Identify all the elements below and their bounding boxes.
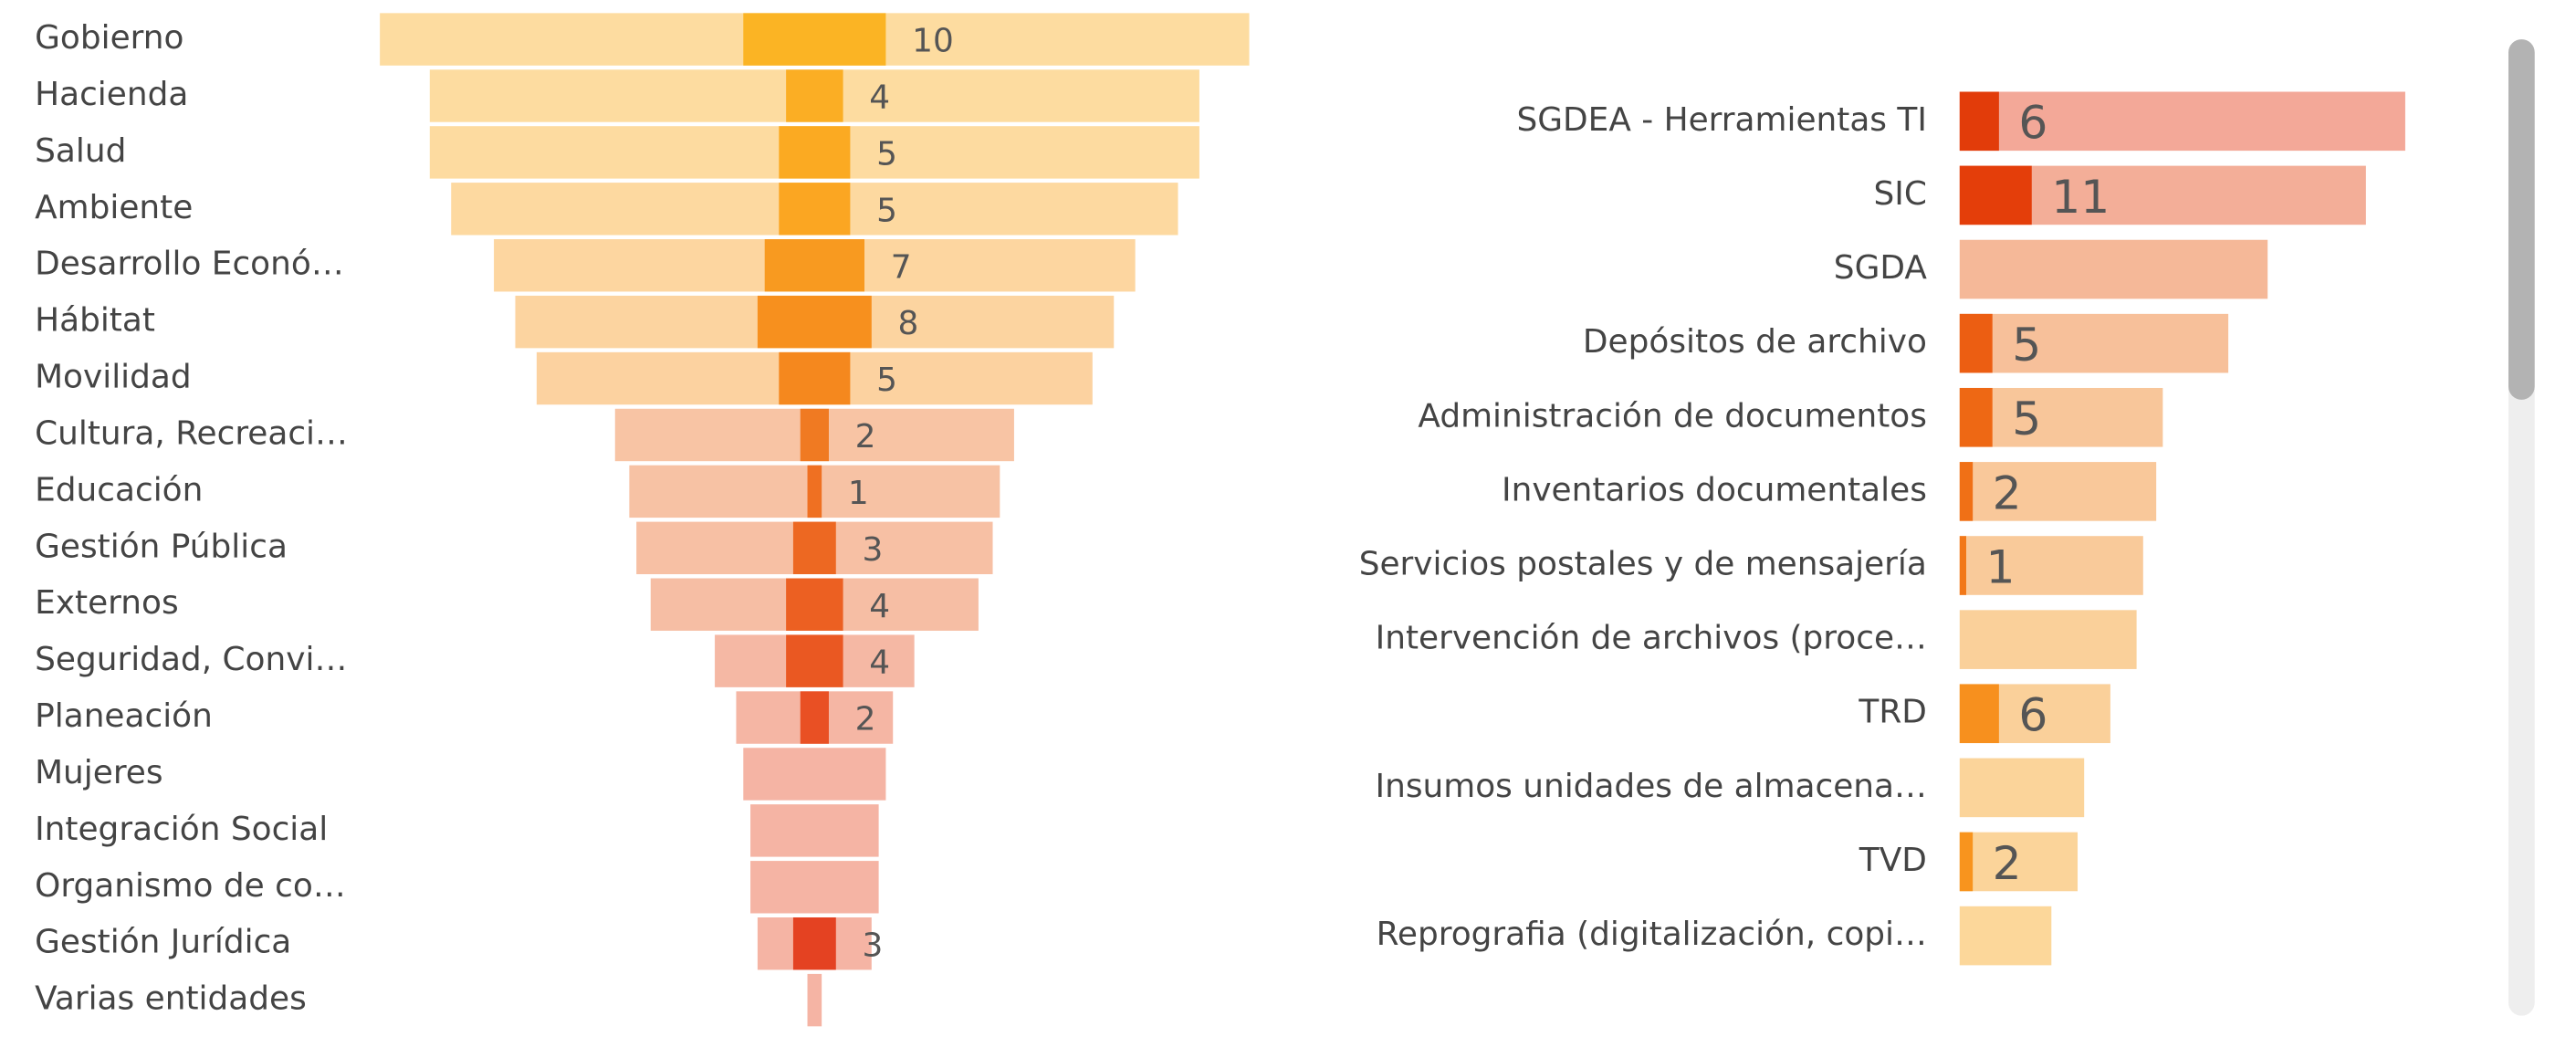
- category-label: Intervención de archivos (proce…: [1376, 620, 1927, 657]
- outer-bar: [1959, 313, 2229, 373]
- category-label: Hacienda: [35, 76, 188, 113]
- inner-bar: [786, 578, 843, 631]
- inner-bar: [1959, 832, 1974, 892]
- outer-bar: [1959, 91, 2405, 152]
- category-label: Planeación: [35, 697, 213, 735]
- inner-bar: [800, 408, 829, 462]
- scrollbar-thumb[interactable]: [2508, 39, 2535, 400]
- category-label: TRD: [1858, 694, 1926, 731]
- value-label: 4: [869, 644, 890, 682]
- value-label: 1: [1986, 539, 2016, 593]
- inner-bar: [786, 634, 843, 687]
- value-label: 5: [2012, 318, 2041, 372]
- value-label: 5: [876, 361, 897, 399]
- inner-bar: [807, 465, 822, 518]
- value-label: 4: [869, 79, 890, 117]
- inner-bar: [1959, 684, 1999, 744]
- inner-bar: [779, 126, 851, 179]
- outer-bar: [750, 861, 879, 914]
- category-label: Inventarios documentales: [1502, 471, 1927, 508]
- value-label: 5: [2012, 392, 2041, 445]
- category-label: Depósitos de archivo: [1583, 323, 1927, 361]
- category-label: Mujeres: [35, 754, 162, 791]
- category-label: Gestión Jurídica: [35, 924, 291, 961]
- inner-bar: [792, 917, 836, 970]
- category-label: Salud: [35, 132, 126, 170]
- category-label: Administración de documentos: [1418, 397, 1926, 435]
- category-label: Insumos unidades de almacena…: [1375, 768, 1926, 805]
- category-label: Hábitat: [35, 302, 155, 340]
- inner-bar: [1959, 165, 2032, 225]
- inner-bar: [1959, 91, 1999, 152]
- outer-bar: [1959, 536, 2143, 595]
- category-label: Gobierno: [35, 19, 183, 57]
- category-label: Movilidad: [35, 359, 192, 396]
- inner-bar: [792, 521, 836, 575]
- category-label: SGDA: [1834, 249, 1928, 287]
- outer-bar: [1959, 387, 2163, 447]
- outer-bar: [1959, 758, 2085, 818]
- value-label: 8: [898, 305, 919, 342]
- inner-bar: [764, 239, 864, 292]
- inner-bar: [1959, 536, 1966, 595]
- inner-bar: [779, 183, 851, 236]
- category-label: SGDEA - Herramientas TI: [1516, 101, 1926, 139]
- outer-bar: [807, 973, 822, 1027]
- category-label: Reprografia (digitalización, copi…: [1377, 916, 1927, 953]
- category-label: TVD: [1859, 842, 1927, 879]
- category-label: Cultura, Recreaci…: [35, 414, 348, 452]
- value-label: 11: [2051, 170, 2110, 224]
- category-label: SIC: [1873, 175, 1926, 213]
- value-label: 5: [876, 135, 897, 173]
- inner-bar: [779, 351, 851, 405]
- inner-bar: [1959, 387, 1993, 447]
- inner-bar: [757, 295, 872, 349]
- value-label: 2: [855, 418, 876, 456]
- value-label: 7: [891, 248, 912, 286]
- category-label: Integración Social: [35, 811, 328, 848]
- value-label: 5: [876, 192, 897, 229]
- outer-bar: [1959, 906, 2052, 966]
- value-label: 6: [2018, 688, 2047, 742]
- category-label: Externos: [35, 584, 179, 622]
- outer-bar: [743, 748, 886, 801]
- value-label: 2: [855, 701, 876, 738]
- category-label: Desarrollo Econó…: [35, 246, 344, 283]
- value-label: 1: [848, 475, 869, 512]
- value-label: 3: [862, 927, 883, 964]
- inner-bar: [800, 691, 829, 744]
- outer-bar: [1959, 610, 2137, 669]
- category-label: Educación: [35, 471, 203, 508]
- inner-bar: [786, 69, 843, 122]
- category-label: Organismo de co…: [35, 867, 346, 905]
- category-label: Gestión Pública: [35, 528, 288, 565]
- outer-bar: [1959, 462, 2157, 521]
- outer-bar: [1959, 832, 2079, 892]
- inner-bar: [743, 13, 886, 66]
- value-label: 3: [862, 531, 883, 569]
- category-label: Servicios postales y de mensajería: [1359, 546, 1927, 583]
- value-label: 4: [869, 588, 890, 625]
- value-label: 2: [1993, 836, 2022, 890]
- value-label: 6: [2018, 96, 2047, 150]
- outer-bar: [750, 804, 879, 857]
- outer-bar: [1959, 239, 2268, 299]
- value-label: 10: [912, 23, 954, 60]
- category-label: Ambiente: [35, 189, 193, 226]
- inner-bar: [1959, 313, 1993, 373]
- value-label: 2: [1993, 466, 2022, 519]
- inner-bar: [1959, 462, 1974, 521]
- category-label: Seguridad, Convi…: [35, 641, 347, 678]
- category-label: Varias entidades: [35, 980, 307, 1018]
